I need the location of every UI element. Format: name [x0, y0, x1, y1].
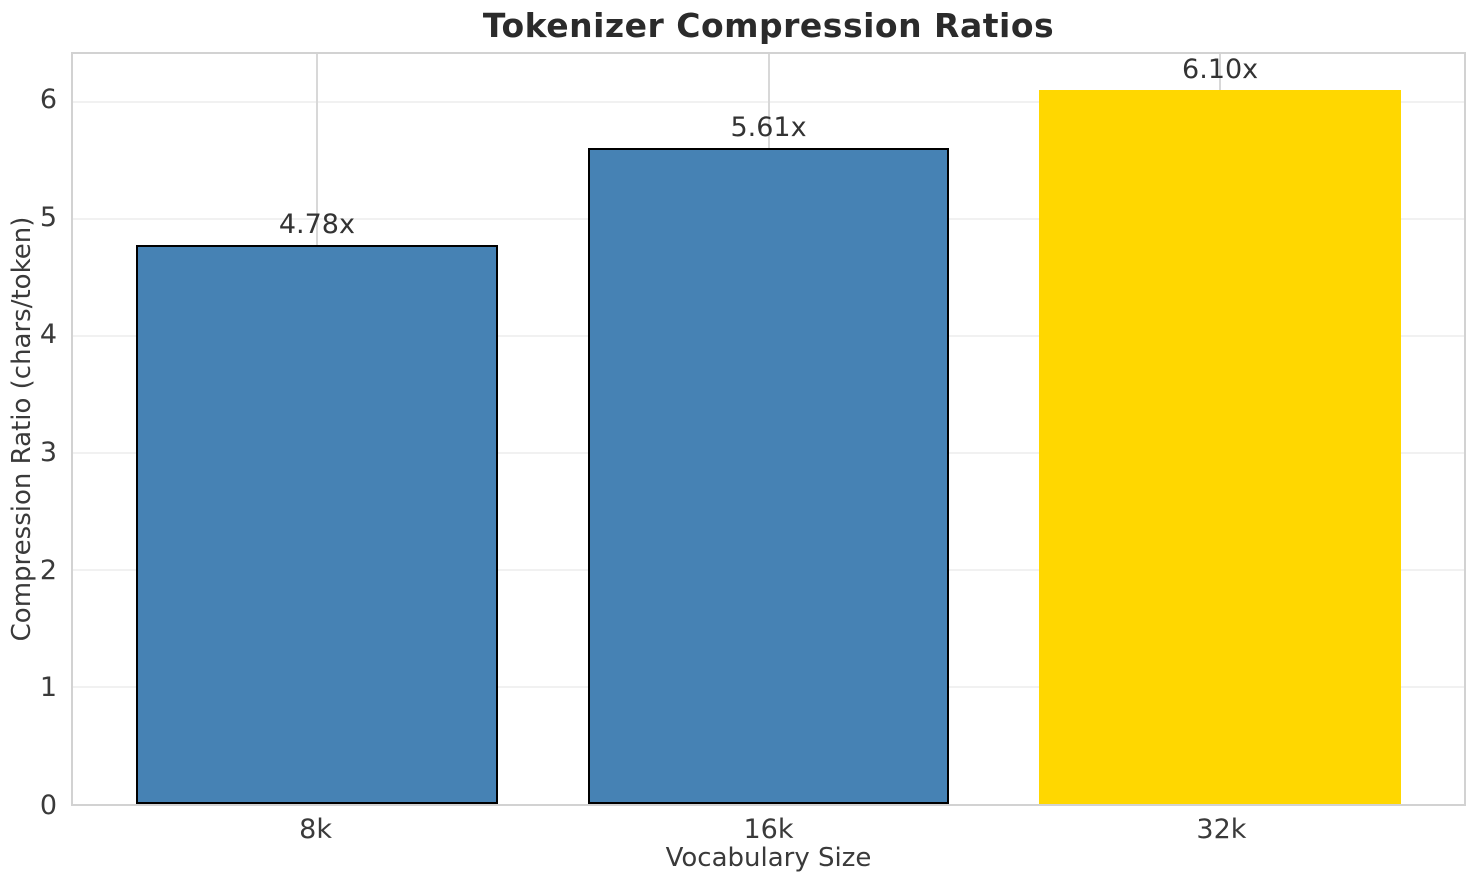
bar-32k: [1039, 90, 1401, 804]
x-tick-label: 16k: [743, 814, 794, 845]
y-tick-label: 3: [39, 437, 57, 469]
bar-value-label: 5.61x: [730, 111, 807, 143]
y-tick-label: 6: [39, 84, 57, 116]
y-tick-label: 2: [39, 554, 57, 586]
x-axis-label: Vocabulary Size: [665, 843, 872, 873]
y-tick-label: 5: [39, 201, 57, 233]
bar-value-label: 6.10x: [1182, 54, 1259, 86]
y-tick-label: 0: [39, 790, 57, 821]
x-tick-label: 8k: [299, 814, 332, 845]
y-tick-label: 4: [39, 319, 57, 351]
y-tick-label: 1: [39, 672, 57, 704]
bar-value-label: 4.78x: [278, 208, 355, 240]
plot-area: 4.78x 5.61x 6.10x: [71, 52, 1466, 806]
bar-16k: [587, 147, 950, 804]
bar-8k: [136, 244, 498, 804]
chart-title: Tokenizer Compression Ratios: [482, 6, 1055, 45]
x-tick-label: 32k: [1196, 814, 1247, 845]
